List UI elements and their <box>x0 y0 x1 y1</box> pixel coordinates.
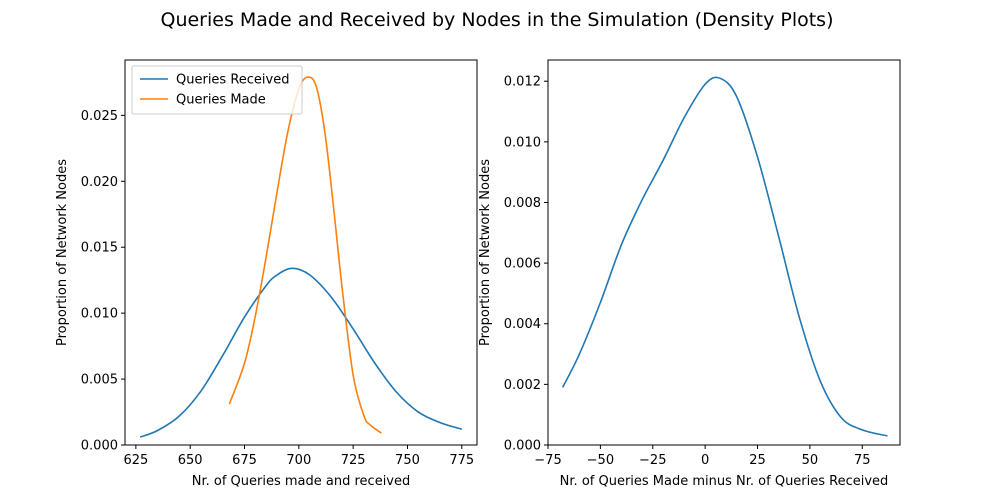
right-x-tick-label: −25 <box>639 453 666 468</box>
left-plot-area <box>125 60 477 445</box>
right-x-tick-label: 25 <box>749 453 766 468</box>
right-plot-area <box>548 60 900 445</box>
left-y-axis-label: Proportion of Network Nodes <box>55 159 70 346</box>
right-y-tick-label: 0.010 <box>504 135 541 150</box>
left-line-queries-received <box>139 267 463 438</box>
left-x-tick-label: 650 <box>178 453 203 468</box>
right-plot-frame <box>547 59 901 446</box>
legend-label-queries-made: Queries Made <box>176 93 266 108</box>
left-y-tick-label: 0.000 <box>81 439 118 454</box>
left-density-plot: 625 650 675 700 725 750 775 0.000 0.005 0.010 0.0… <box>55 59 478 489</box>
right-line-series-0 <box>561 76 888 437</box>
left-x-tick-label: 625 <box>123 453 148 468</box>
left-y-tick-label: 0.005 <box>81 373 118 388</box>
left-x-axis-label: Nr. of Queries made and received <box>192 474 411 489</box>
right-y-tick-label: 0.000 <box>504 439 541 454</box>
right-x-tick-label: 50 <box>802 453 819 468</box>
right-y-tick-label: 0.012 <box>504 75 541 90</box>
right-x-tick-label: 75 <box>854 453 871 468</box>
right-x-tick-label: −75 <box>534 453 561 468</box>
left-x-tick-label: 675 <box>232 453 257 468</box>
right-density-plot: −75 −50 −25 0 25 50 75 0.000 0.002 0.004 0.006 0.0… <box>478 59 901 489</box>
right-x-tick-label: 0 <box>701 453 709 468</box>
left-x-tick-label: 700 <box>286 453 311 468</box>
legend: Queries Received Queries Made <box>131 65 303 115</box>
left-y-tick-label: 0.010 <box>81 307 118 322</box>
legend-label-queries-received: Queries Received <box>176 73 289 88</box>
left-x-tick-label: 725 <box>341 453 366 468</box>
right-y-tick-label: 0.006 <box>504 257 541 272</box>
figure-title: Queries Made and Received by Nodes in th… <box>160 9 833 31</box>
left-y-tick-label: 0.015 <box>81 241 118 256</box>
left-line-queries-made <box>228 76 382 434</box>
left-y-tick-label: 0.020 <box>81 175 118 190</box>
left-x-tick-label: 775 <box>449 453 474 468</box>
right-y-axis-label: Proportion of Network Nodes <box>478 159 493 346</box>
left-y-tick-label: 0.025 <box>81 109 118 124</box>
right-y-tick-label: 0.008 <box>504 196 541 211</box>
right-y-tick-label: 0.004 <box>504 317 541 332</box>
left-x-tick-label: 750 <box>395 453 420 468</box>
right-x-axis-label: Nr. of Queries Made minus Nr. of Queries… <box>560 474 889 489</box>
right-x-tick-label: −50 <box>587 453 614 468</box>
legend-box <box>131 65 303 115</box>
left-plot-frame <box>124 59 478 446</box>
right-y-tick-label: 0.002 <box>504 378 541 393</box>
